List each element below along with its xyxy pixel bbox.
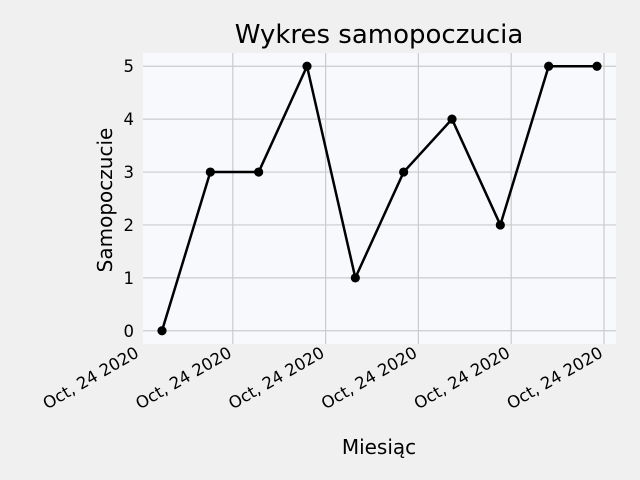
data-point (254, 167, 264, 177)
x-tick-label: Oct, 24 2020 (225, 343, 327, 413)
series (157, 61, 602, 336)
y-tick-label: 5 (124, 57, 135, 76)
y-tick-label: 0 (124, 322, 135, 341)
x-tick-label: Oct, 24 2020 (504, 343, 606, 413)
y-axis-ticks: 0 1 2 3 4 5 (124, 57, 135, 341)
data-point (157, 326, 167, 336)
data-point (399, 167, 409, 177)
x-tick-label: Oct, 24 2020 (132, 343, 234, 413)
data-point (544, 61, 554, 71)
y-axis-label: Samopoczucie (93, 128, 117, 273)
x-tick-label: Oct, 24 2020 (318, 343, 420, 413)
y-tick-label: 2 (124, 216, 135, 235)
data-point (205, 167, 215, 177)
y-tick-label: 4 (124, 110, 135, 129)
data-point (592, 61, 602, 71)
data-point (350, 273, 360, 283)
x-axis-label: Miesiąc (342, 435, 416, 459)
x-tick-label: Oct, 24 2020 (411, 343, 513, 413)
x-tick-label: Oct, 24 2020 (40, 343, 142, 413)
y-tick-label: 1 (124, 269, 135, 288)
plot-area (143, 53, 616, 344)
data-point (302, 61, 312, 71)
data-point (447, 114, 457, 124)
y-tick-label: 3 (124, 163, 135, 182)
chart-title: Wykres samopoczucia (235, 20, 524, 50)
series-line (160, 64, 597, 332)
data-point (495, 220, 505, 230)
